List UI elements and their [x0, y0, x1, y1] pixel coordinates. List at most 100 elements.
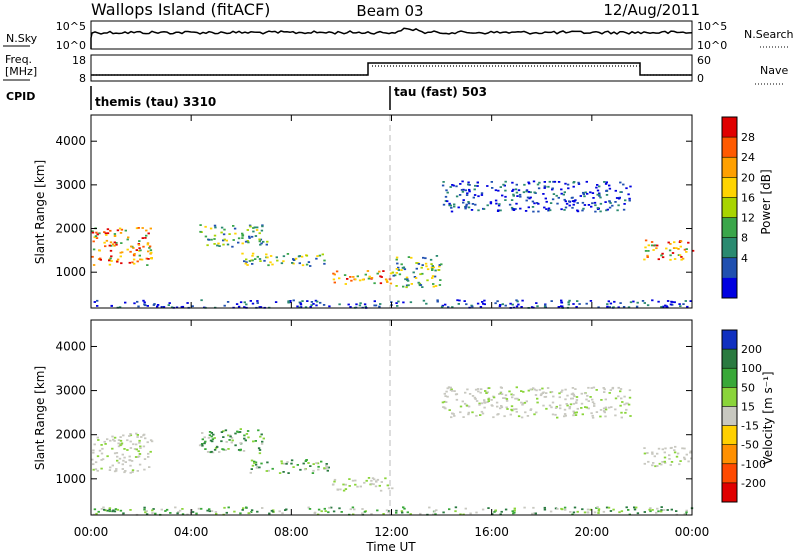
scatter-pixel [636, 301, 639, 304]
scatter-pixel [283, 462, 286, 465]
scatter-pixel [108, 508, 111, 511]
scatter-pixel [145, 257, 148, 260]
scatter-pixel [503, 184, 506, 187]
scatter-pixel [92, 264, 96, 266]
scatter-pixel [403, 507, 406, 510]
scatter-pixel [139, 445, 142, 448]
scatter-pixel [356, 275, 359, 278]
x-tick-label: 12:00 [374, 525, 409, 539]
scatter-pixel [678, 463, 681, 466]
scatter-pixel [358, 304, 362, 307]
scatter-pixel [564, 182, 567, 185]
scatter-pixel [661, 448, 664, 451]
scatter-pixel [528, 182, 531, 185]
colorbar-swatch [722, 257, 737, 279]
scatter-pixel [344, 483, 347, 486]
scatter-pixel [363, 510, 367, 513]
scatter-pixel [292, 259, 296, 261]
scatter-pixel [126, 238, 129, 241]
scatter-pixel [144, 511, 147, 514]
scatter-pixel [92, 248, 96, 251]
scatter-pixel [299, 302, 302, 305]
scatter-pixel [253, 226, 256, 229]
scatter-pixel [227, 448, 230, 450]
scatter-pixel [247, 241, 250, 244]
scatter-pixel [375, 480, 378, 483]
scatter-pixel [467, 413, 470, 416]
scatter-pixel [106, 438, 109, 441]
scatter-pixel [296, 464, 299, 466]
scatter-pixel [548, 180, 551, 183]
scatter-pixel [450, 388, 453, 391]
scatter-pixel [118, 306, 122, 309]
scatter-pixel [385, 279, 389, 282]
scatter-pixel [556, 416, 559, 419]
scatter-pixel [97, 439, 100, 441]
scatter-pixel [595, 186, 598, 189]
scatter-pixel [252, 227, 255, 229]
scatter-pixel [683, 458, 687, 461]
scatter-pixel [546, 387, 550, 389]
scatter-pixel [419, 284, 423, 286]
scatter-pixel [543, 396, 546, 398]
scatter-pixel [317, 468, 320, 471]
scatter-pixel [354, 278, 357, 281]
scatter-pixel [382, 270, 385, 272]
scatter-pixel [550, 391, 554, 393]
scatter-pixel [227, 434, 230, 437]
scatter-pixel [209, 227, 213, 230]
scatter-pixel [453, 205, 456, 208]
scatter-pixel [674, 445, 677, 448]
scatter-pixel [387, 487, 391, 490]
scatter-pixel [394, 274, 397, 277]
scatter-pixel [199, 230, 202, 233]
scatter-pixel [352, 276, 355, 278]
scatter-pixel [462, 199, 465, 201]
scatter-pixel [267, 264, 270, 267]
scatter-pixel [663, 451, 666, 454]
scatter-pixel [542, 193, 545, 195]
scatter-pixel [246, 240, 249, 242]
scatter-pixel [224, 449, 227, 451]
scatter-pixel [235, 303, 239, 305]
scatter-pixel [454, 510, 457, 513]
scatter-pixel [113, 452, 117, 455]
scatter-pixel [98, 232, 101, 235]
scatter-pixel [464, 189, 467, 192]
scatter-pixel [210, 450, 213, 453]
scatter-pixel [465, 194, 469, 196]
scatter-pixel [338, 277, 341, 280]
scatter-pixel [249, 225, 252, 228]
scatter-pixel [447, 306, 450, 308]
scatter-pixel [258, 466, 261, 469]
scatter-pixel [486, 391, 489, 394]
scatter-pixel [308, 508, 312, 510]
scatter-pixel [433, 510, 436, 513]
scatter-pixel [407, 284, 410, 287]
scatter-pixel [204, 225, 207, 228]
scatter-pixel [592, 197, 595, 199]
scatter-pixel [571, 387, 575, 389]
scatter-pixel [477, 195, 480, 198]
scatter-pixel [550, 300, 553, 302]
scatter-pixel [689, 450, 692, 453]
scatter-pixel [523, 183, 526, 186]
scatter-pixel [440, 305, 444, 308]
scatter-pixel [573, 395, 576, 398]
scatter-pixel [515, 191, 519, 194]
scatter-pixel [559, 407, 562, 410]
scatter-pixel [691, 249, 695, 252]
scatter-pixel [498, 203, 501, 205]
scatter-pixel [683, 248, 687, 251]
scatter-pixel [567, 301, 570, 304]
scatter-pixel [91, 255, 94, 258]
scatter-pixel [245, 258, 248, 261]
scatter-pixel [254, 440, 257, 442]
scatter-pixel [576, 300, 579, 302]
scatter-pixel [138, 439, 141, 442]
scatter-pixel [583, 392, 587, 395]
nave-tick-top: 60 [697, 54, 711, 67]
scatter-pixel [302, 462, 305, 465]
scatter-pixel [243, 306, 246, 308]
